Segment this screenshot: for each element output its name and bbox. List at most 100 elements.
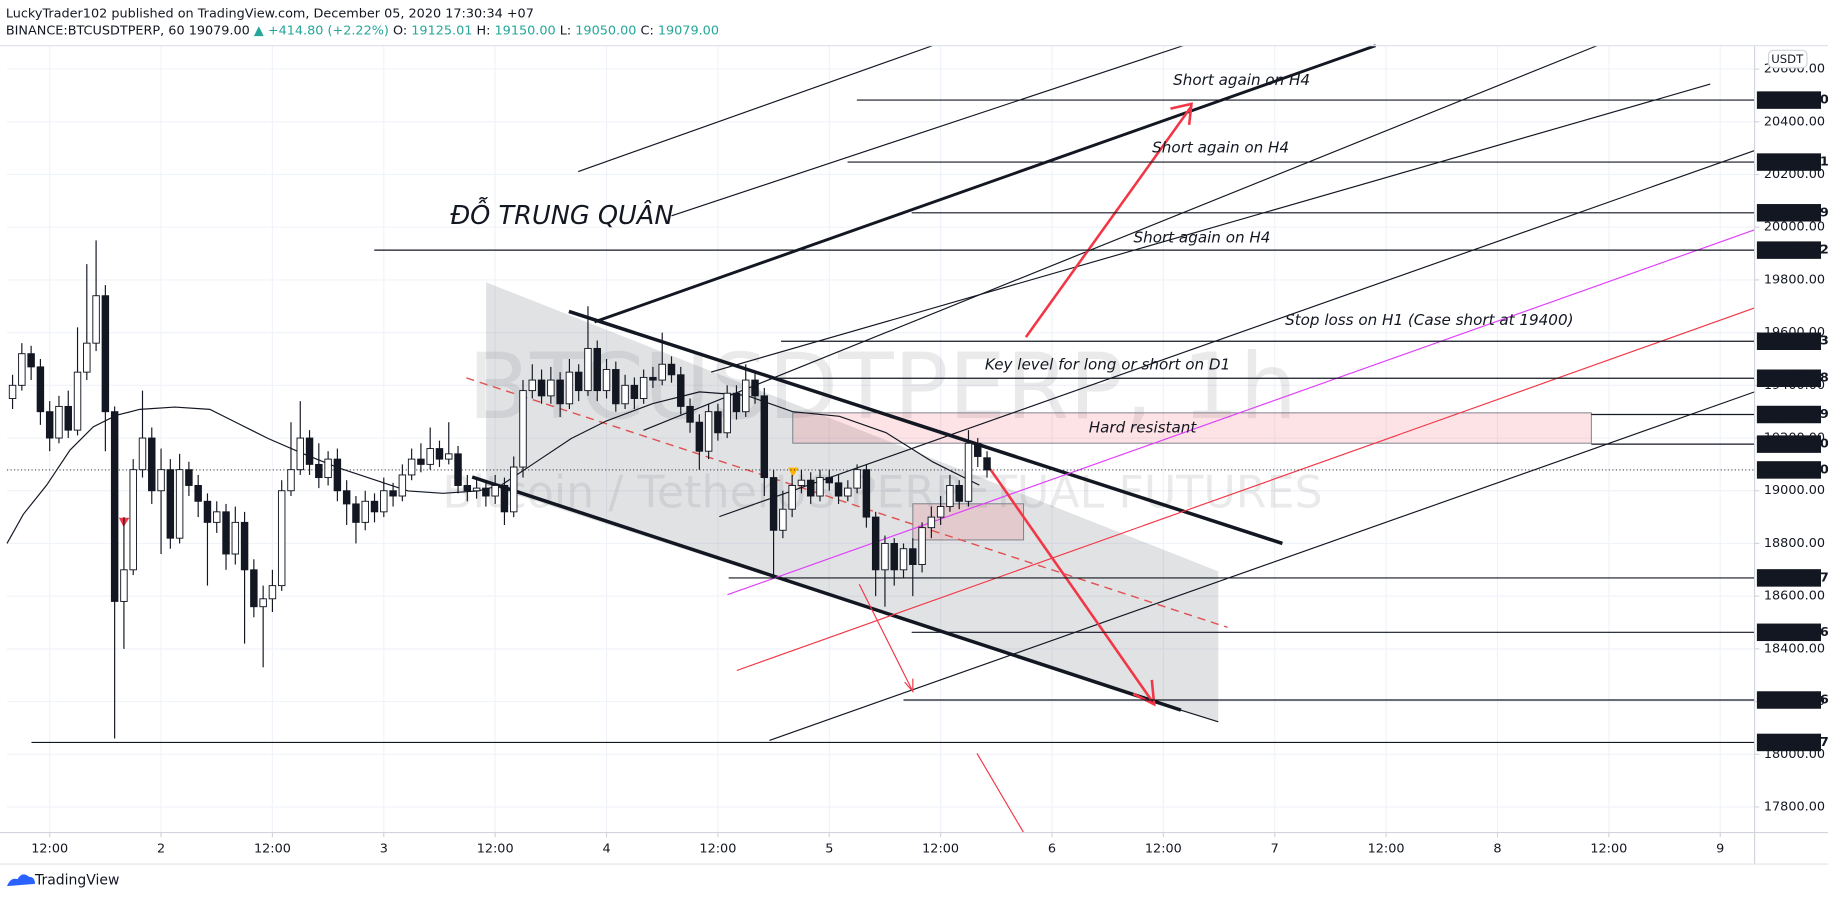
price-tag — [1756, 405, 1822, 424]
candle-body — [166, 469, 175, 539]
candle-body — [528, 379, 537, 392]
magenta-line — [727, 229, 1755, 596]
candle-body — [231, 521, 240, 555]
x-tick-label: 12:00 — [699, 841, 736, 856]
y-tick-label: 17800.00 — [1764, 799, 1825, 814]
x-tick-label: 12:00 — [477, 841, 514, 856]
candle-body — [296, 437, 304, 471]
candle-body — [277, 490, 286, 587]
price-tag-label: 18462.86 — [1762, 625, 1828, 640]
brand: TradingView — [34, 872, 119, 888]
arrow-head — [1132, 679, 1156, 707]
candle-body — [129, 469, 137, 571]
candle-body — [64, 405, 72, 431]
candle-body — [157, 469, 165, 492]
levels — [6, 99, 1755, 744]
price-tag-label: 19913.02 — [1762, 243, 1828, 258]
candle-body — [537, 379, 546, 397]
candle-body — [463, 485, 472, 492]
ohlc-value: 19150.00 — [495, 23, 556, 38]
candle-body — [509, 466, 518, 513]
price-tag — [1756, 569, 1822, 587]
candle-body — [751, 379, 759, 397]
candle-body — [946, 485, 954, 508]
channel-bottom — [471, 475, 1182, 712]
price-tag-label: 19079.00 — [1762, 462, 1828, 477]
candle-body — [175, 469, 184, 539]
annotation: Key level for long or short on D1 — [985, 356, 1230, 374]
price-tag-label: 20247.11 — [1762, 155, 1828, 170]
annotation: Short again on H4 — [1173, 71, 1310, 89]
candle-body — [259, 598, 267, 608]
candle-body — [482, 487, 490, 497]
x-tick-label: 12:00 — [922, 841, 959, 856]
candle-body — [927, 516, 936, 529]
channel-top — [568, 309, 1283, 546]
x-tick-label: 5 — [825, 841, 833, 856]
price-tag — [1756, 461, 1822, 479]
candle-body — [565, 371, 574, 405]
candle-body — [844, 487, 852, 497]
candle-body — [194, 485, 202, 502]
symbol-line: BINANCE:BTCUSDTPERP, 60 19079.00 ▲ +414.… — [6, 23, 719, 38]
resistance-zone — [792, 412, 1592, 444]
candle-body — [36, 366, 45, 413]
candle-body — [936, 506, 945, 518]
candle-body — [55, 405, 63, 439]
candle-body — [695, 421, 704, 452]
channel-bottom-ext — [1180, 709, 1219, 723]
candle-body — [45, 411, 54, 439]
candle-body — [556, 379, 564, 405]
candle-body — [370, 500, 379, 513]
parallel-line — [719, 150, 1755, 518]
x-tick-label: 3 — [380, 841, 388, 856]
parallel-line — [710, 83, 1711, 373]
ohlc-value: 19050.00 — [575, 23, 636, 38]
x-tick-label: 8 — [1493, 841, 1501, 856]
candle-body — [769, 477, 778, 531]
price-tag — [1756, 435, 1822, 453]
candle-body — [324, 458, 332, 479]
currency-badge — [1767, 49, 1808, 69]
candle-body — [918, 527, 926, 566]
price-tag — [1756, 733, 1822, 752]
price-tag-label: 19567.23 — [1762, 334, 1828, 349]
brand-logo — [6, 874, 35, 887]
price-tag — [1756, 369, 1822, 387]
parallel-line — [578, 45, 933, 173]
candle-body — [213, 511, 221, 523]
x-tick-label: 9 — [1716, 841, 1724, 856]
candle-body — [779, 508, 787, 531]
candle-body — [407, 458, 416, 476]
arrow-up — [1024, 105, 1193, 338]
candle-body — [203, 500, 212, 523]
candle-body — [593, 347, 601, 392]
annotation: Stop loss on H1 (Case short at 19400) — [1285, 311, 1573, 329]
candle-body — [630, 384, 639, 399]
candle-body — [862, 469, 871, 518]
trend-line — [594, 44, 1377, 324]
price-tag — [1756, 623, 1822, 642]
price-tag — [1756, 91, 1822, 109]
red-line — [736, 307, 1755, 672]
candle-body — [974, 442, 982, 457]
x-tick-label: 12:00 — [1590, 841, 1627, 856]
ohlc-value: 19079.00 — [658, 23, 719, 38]
candle-body — [649, 376, 657, 381]
y-tick-label: 18800.00 — [1764, 536, 1825, 551]
price-tag-label: 18205.96 — [1762, 693, 1828, 708]
ohlc-value: 19125.01 — [411, 23, 472, 38]
candle-body — [250, 569, 258, 608]
y-tick-label: 18600.00 — [1764, 589, 1825, 604]
candle-body — [240, 521, 249, 571]
y-tick-label: 18400.00 — [1764, 641, 1825, 656]
x-tick-label: 7 — [1271, 841, 1279, 856]
candle-body — [101, 295, 110, 413]
candle-body — [909, 548, 917, 566]
arrow-thin — [976, 752, 1025, 833]
axes: 17800.0018000.0018200.0018400.0018600.00… — [31, 62, 1828, 857]
price-tag-label: 20054.69 — [1762, 205, 1828, 220]
candle-body — [621, 384, 629, 405]
